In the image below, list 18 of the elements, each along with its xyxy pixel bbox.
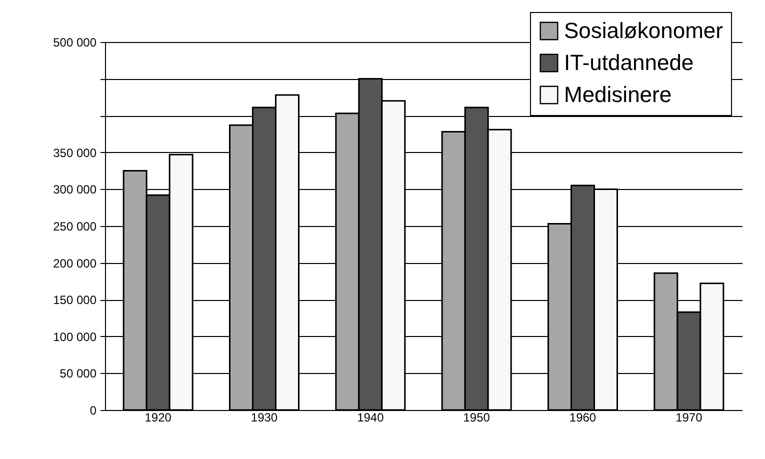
x-tick-label: 1940 (357, 410, 384, 424)
x-tick-label: 1970 (676, 410, 703, 424)
x-tick-label: 1920 (144, 410, 172, 424)
y-tick-label: 150 000 (53, 293, 97, 308)
y-tick-label: 300 000 (53, 182, 97, 197)
x-tick-label: 1960 (569, 410, 596, 424)
y-tick-label: 250 000 (53, 220, 97, 234)
legend-label: Sosialøkonomer (564, 18, 723, 43)
x-tick-label: 1950 (463, 410, 490, 424)
y-tick-label: 200 000 (53, 256, 97, 270)
legend-label: Medisinere (564, 82, 672, 107)
y-tick-label: 50 000 (60, 366, 97, 381)
y-tick-label: 100 000 (53, 330, 97, 344)
y-tick-label: 350 000 (53, 146, 97, 160)
legend-label: IT-utdannede (564, 50, 694, 75)
y-tick-label: 0 (90, 404, 97, 418)
x-tick-label: 1930 (250, 410, 278, 424)
y-tick-label: 500 000 (53, 36, 97, 50)
